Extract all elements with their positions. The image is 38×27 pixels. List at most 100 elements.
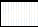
- Bar: [10, 10, 11, 12]
- Bar: [13, 19, 14, 26]
- Bar: [1, 12, 2, 15]
- Bar: [3, 15, 4, 20]
- Bar: [30, 9, 31, 18]
- Bar: [22, 19, 23, 26]
- Bar: [25, 19, 26, 26]
- Bar: [28, 7, 29, 9]
- Bar: [28, 9, 29, 18]
- Bar: [37, 7, 38, 9]
- Bar: [23, 9, 24, 19]
- Bar: [26, 9, 27, 19]
- Bar: [26, 19, 27, 26]
- Bar: [6, 12, 7, 14]
- Bar: [37, 18, 38, 26]
- Legend: Loans >3 Years, Securities >3 Years, Total >3 Years: Loans >3 Years, Securities >3 Years, Tot…: [0, 21, 38, 27]
- Bar: [15, 9, 16, 19]
- Bar: [8, 13, 9, 20]
- Bar: [3, 20, 4, 26]
- Bar: [5, 12, 6, 15]
- Bar: [6, 14, 7, 20]
- Bar: [30, 18, 31, 26]
- Bar: [32, 7, 33, 17]
- Bar: [25, 7, 26, 9]
- Bar: [1, 20, 2, 26]
- Bar: [32, 17, 33, 26]
- Bar: [7, 14, 8, 20]
- Bar: [32, 5, 33, 7]
- Bar: [2, 13, 3, 15]
- Bar: [17, 9, 18, 19]
- Bar: [21, 7, 22, 9]
- Bar: [8, 11, 9, 13]
- Bar: [4, 15, 5, 20]
- Bar: [21, 9, 22, 19]
- Bar: [7, 20, 8, 26]
- Bar: [3, 13, 4, 15]
- Bar: [31, 8, 32, 18]
- Bar: [24, 19, 25, 26]
- Bar: [15, 19, 16, 26]
- Bar: [9, 20, 10, 26]
- Bar: [27, 7, 28, 9]
- Bar: [36, 18, 37, 26]
- Bar: [16, 6, 17, 9]
- Bar: [6, 20, 7, 26]
- Bar: [10, 12, 11, 20]
- Bar: [23, 7, 24, 9]
- Bar: [20, 19, 21, 26]
- Bar: [5, 20, 6, 26]
- Bar: [23, 19, 24, 26]
- Bar: [33, 7, 34, 17]
- Bar: [20, 9, 21, 19]
- Bar: [14, 9, 15, 19]
- Bar: [35, 17, 36, 26]
- Bar: [9, 13, 10, 20]
- Bar: [12, 8, 13, 10]
- Bar: [14, 19, 15, 26]
- Bar: [8, 20, 9, 26]
- Bar: [13, 10, 14, 19]
- Bar: [16, 19, 17, 26]
- Bar: [12, 19, 13, 26]
- Bar: [35, 9, 36, 17]
- Bar: [36, 7, 37, 9]
- Bar: [29, 7, 30, 9]
- Bar: [34, 6, 35, 8]
- Bar: [9, 10, 10, 13]
- Bar: [22, 9, 23, 19]
- Bar: [12, 10, 13, 19]
- Bar: [20, 6, 21, 9]
- Bar: [31, 6, 32, 8]
- Bar: [27, 19, 28, 26]
- Bar: [19, 6, 20, 9]
- Bar: [29, 9, 30, 18]
- Bar: [17, 19, 18, 26]
- Bar: [1, 15, 2, 20]
- Bar: [7, 11, 8, 14]
- Bar: [18, 6, 19, 9]
- Bar: [28, 18, 29, 26]
- Bar: [22, 7, 23, 9]
- Bar: [18, 9, 19, 19]
- Bar: [34, 17, 35, 26]
- Bar: [5, 15, 6, 20]
- Bar: [24, 7, 25, 9]
- Bar: [36, 9, 37, 18]
- Bar: [15, 7, 16, 9]
- Bar: [34, 8, 35, 17]
- Bar: [37, 9, 38, 18]
- Bar: [2, 21, 3, 26]
- Bar: [19, 9, 20, 19]
- Bar: [11, 9, 12, 11]
- Bar: [33, 5, 34, 7]
- Bar: [11, 11, 12, 20]
- Bar: [14, 7, 15, 9]
- Bar: [30, 6, 31, 9]
- Bar: [4, 13, 5, 15]
- Bar: [16, 9, 17, 19]
- Bar: [10, 20, 11, 26]
- Bar: [33, 17, 34, 26]
- Bar: [19, 19, 20, 26]
- Bar: [18, 19, 19, 26]
- Bar: [4, 20, 5, 26]
